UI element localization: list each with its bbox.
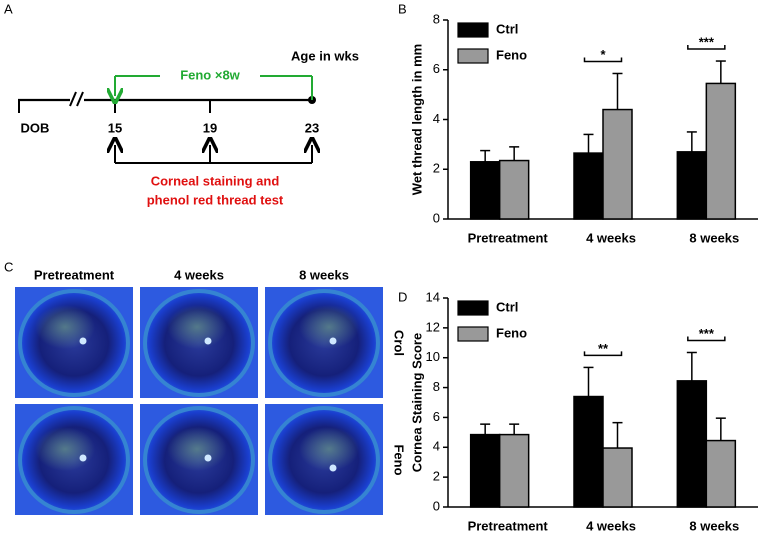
- x-tick-label: Pretreatment: [468, 518, 549, 533]
- eye-image-reflex: [204, 337, 212, 345]
- week-label: 19: [203, 120, 217, 135]
- break-mark: [69, 91, 77, 107]
- start-label: DOB: [21, 120, 50, 135]
- x-tick-label: 4 weeks: [586, 230, 636, 245]
- y-tick-label: 10: [426, 349, 440, 364]
- y-tick-label: 0: [433, 498, 440, 513]
- test-label: Corneal staining and: [151, 173, 280, 188]
- x-tick-label: 8 weeks: [689, 518, 739, 533]
- image-grid: Pretreatment 4 weeks 8 weeks Crol Feno: [15, 267, 407, 515]
- significance-bracket: [687, 45, 726, 50]
- timeline: Feno ×8w Age in wks DOB 15 19 23 Corneal…: [18, 48, 359, 207]
- y-tick-label: 14: [426, 289, 440, 304]
- week-label: 23: [305, 120, 319, 135]
- significance-bracket: [583, 351, 623, 357]
- row-label: Crol: [392, 330, 407, 356]
- legend-swatch: [457, 300, 489, 316]
- panel-label: C: [4, 259, 13, 274]
- y-tick-label: 4: [433, 111, 440, 126]
- eye-image-reflex: [329, 464, 337, 472]
- y-tick-label: 6: [433, 409, 440, 424]
- eye-image-reflex: [79, 337, 87, 345]
- significance-bracket: [583, 57, 623, 63]
- legend-label: Ctrl: [496, 299, 518, 314]
- row-label: Feno: [392, 444, 407, 475]
- eye-image-reflex: [204, 454, 212, 462]
- eye-image-stain: [167, 427, 227, 471]
- y-tick-label: 8: [433, 379, 440, 394]
- legend-label: Ctrl: [496, 21, 518, 36]
- label-bg: [160, 66, 260, 86]
- test-label: phenol red thread test: [147, 192, 284, 207]
- eye-image-stain: [299, 427, 359, 471]
- panel-label: B: [398, 1, 407, 16]
- legend-label: Feno: [496, 325, 527, 340]
- column-header: 8 weeks: [299, 267, 349, 282]
- bar: [676, 380, 708, 508]
- axis-title: Age in wks: [291, 48, 359, 63]
- bar: [573, 395, 604, 508]
- significance-label: ***: [699, 34, 715, 49]
- significance-label: ***: [699, 326, 715, 341]
- eye-image-stain: [35, 305, 95, 349]
- bar: [676, 151, 708, 220]
- y-axis-label: Cornea Staining Score: [409, 333, 424, 472]
- treatment-label: Feno ×8w: [180, 67, 240, 82]
- y-tick-label: 0: [433, 210, 440, 225]
- legend-swatch: [457, 22, 489, 38]
- significance-label: *: [600, 47, 606, 62]
- bar: [705, 82, 737, 220]
- bar: [602, 108, 633, 220]
- bar: [705, 439, 737, 508]
- column-header: 4 weeks: [174, 267, 224, 282]
- legend-label: Feno: [496, 47, 527, 62]
- eye-image-stain: [167, 305, 227, 349]
- bar: [602, 447, 633, 508]
- panel-label: D: [398, 289, 407, 304]
- legend-swatch: [457, 326, 489, 342]
- y-tick-label: 2: [433, 161, 440, 176]
- week-label: 15: [108, 120, 122, 135]
- panel-label: A: [4, 1, 13, 16]
- y-tick-label: 6: [433, 61, 440, 76]
- bar: [573, 152, 604, 220]
- significance-bracket: [687, 336, 726, 342]
- bar: [469, 161, 501, 220]
- break-mark: [76, 91, 84, 107]
- y-tick-label: 2: [433, 469, 440, 484]
- x-tick-label: 8 weeks: [689, 230, 739, 245]
- significance-label: **: [598, 341, 609, 356]
- x-tick-label: 4 weeks: [586, 518, 636, 533]
- column-header: Pretreatment: [34, 267, 115, 282]
- eye-image-reflex: [329, 337, 337, 345]
- eye-image-reflex: [79, 454, 87, 462]
- y-tick-label: 8: [433, 11, 440, 26]
- y-tick-label: 12: [426, 319, 440, 334]
- eye-image-stain: [299, 305, 359, 349]
- y-tick-label: 4: [433, 439, 440, 454]
- legend-swatch: [457, 48, 489, 64]
- bar: [469, 433, 501, 508]
- y-axis-label: Wet thread length in mm: [409, 44, 424, 195]
- bar: [498, 159, 530, 220]
- x-tick-label: Pretreatment: [468, 230, 549, 245]
- bar: [498, 433, 530, 508]
- eye-image-stain: [35, 427, 95, 471]
